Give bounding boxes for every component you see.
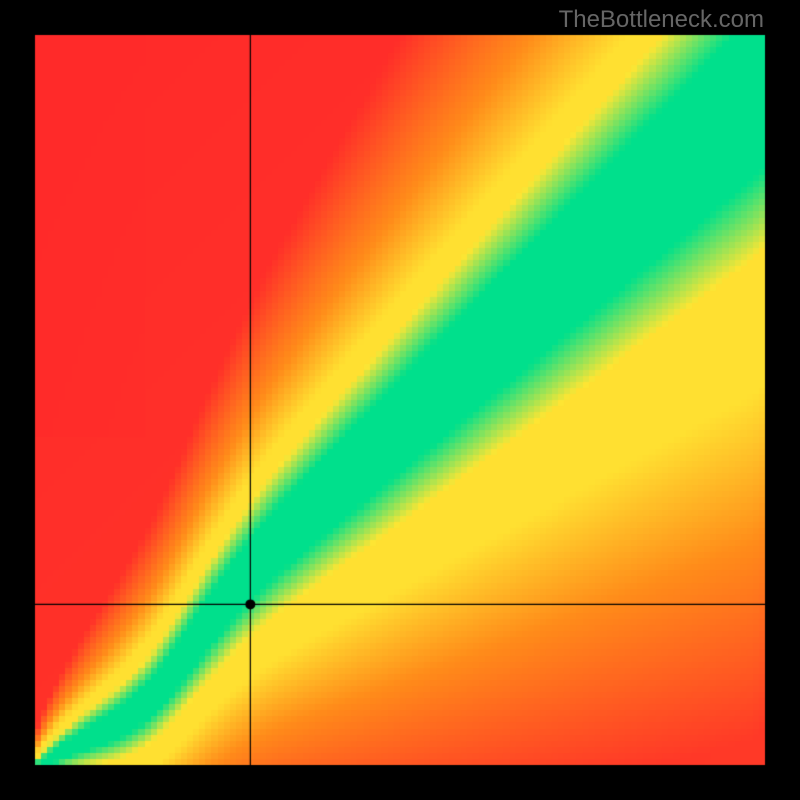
- watermark-text: TheBottleneck.com: [559, 6, 764, 34]
- chart-container: TheBottleneck.com: [0, 0, 800, 800]
- bottleneck-heatmap: [0, 0, 800, 800]
